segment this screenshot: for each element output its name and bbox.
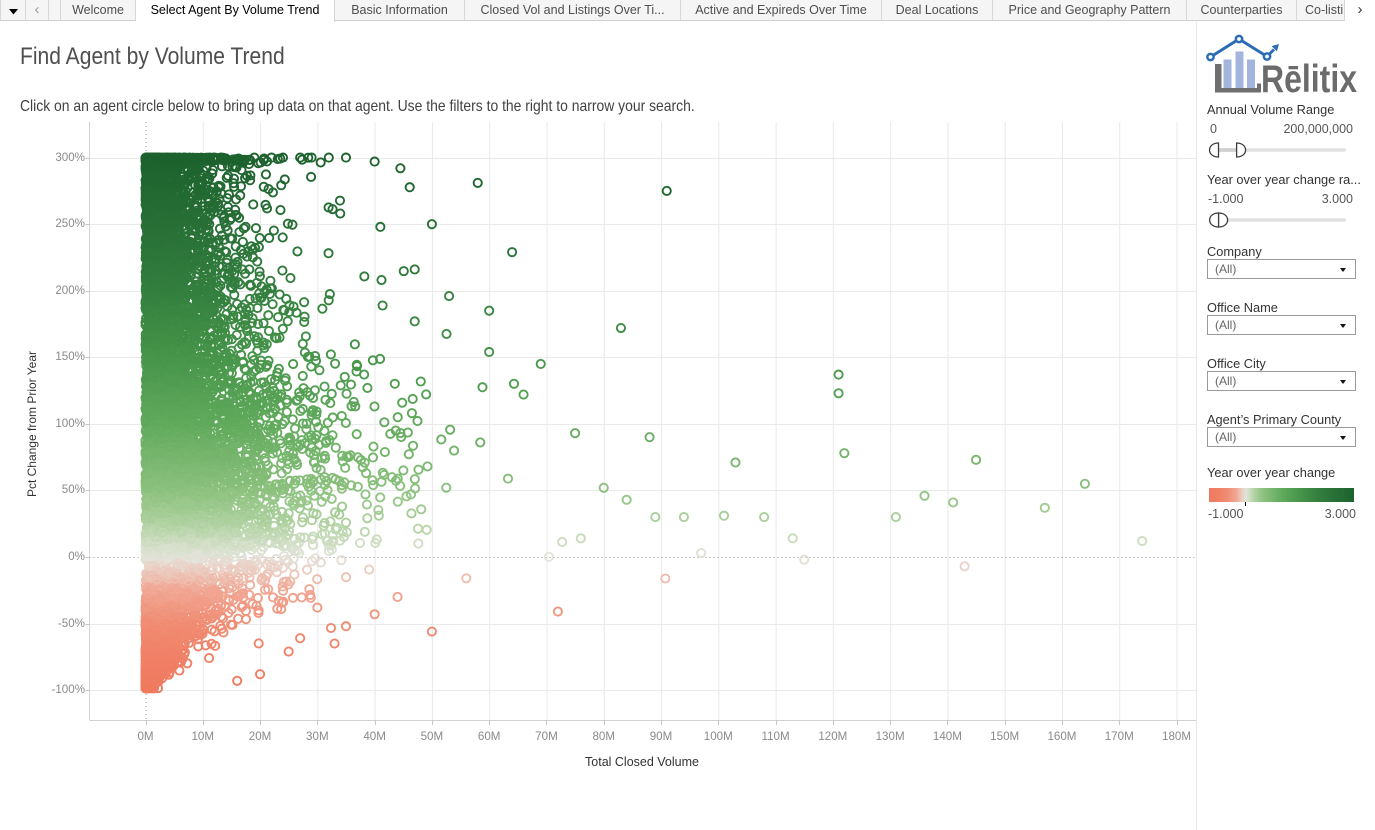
svg-text:Rēlitix: Rēlitix [1261, 58, 1357, 97]
